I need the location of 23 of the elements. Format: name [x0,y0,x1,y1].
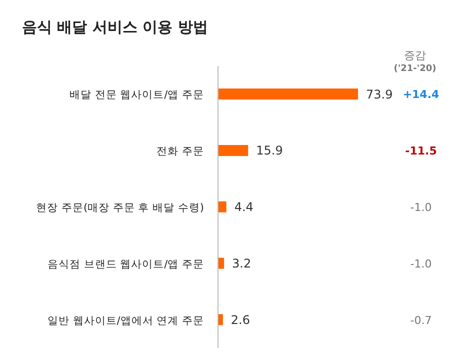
bar [218,314,223,326]
text: -11.5 [405,144,437,158]
text: -1.0 [410,201,432,214]
text: ('21-'20) [392,64,438,74]
data-label: 73.9 [366,87,393,102]
y-tick-label: 현장 주문(매장 주문 후 배달 수령) [36,202,204,214]
y-tick-label: 전화 주문 [156,146,204,158]
y-tick-label: 배달 전문 웹사이트/앱 주문 [69,89,204,102]
bar [218,201,226,212]
text: -0.7 [410,314,432,327]
bar [218,144,248,156]
text: 증감 [403,48,427,63]
data-label: 3.2 [232,256,252,271]
data-label: 15.9 [256,144,283,158]
data-label: 4.4 [234,200,254,214]
y-tick-label: 일반 웹사이트/앱에서 연계 주문 [47,314,204,327]
text: -1.0 [410,257,432,270]
y-tick-label: 음식점 브랜드 웹사이트/앱 주문 [47,258,204,270]
chart-title: 음식 배달 서비스 이용 방법 [22,18,208,37]
bar [218,258,224,269]
data-label: 2.6 [230,312,250,327]
bar [218,88,358,100]
text: +14.4 [402,88,440,102]
